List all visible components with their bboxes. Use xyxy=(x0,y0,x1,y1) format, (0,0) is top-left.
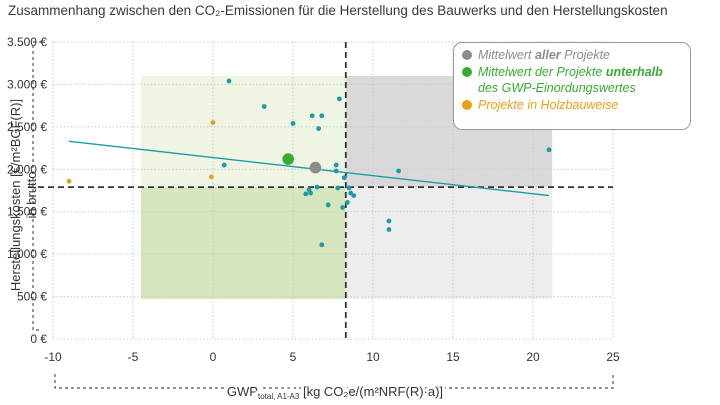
legend-label: Mittelwert der Projekte unterhalb des GW… xyxy=(478,65,663,95)
legend-dot-gray xyxy=(462,50,472,60)
data-point-project xyxy=(335,185,341,191)
legend-label: Mittelwert aller Projekte xyxy=(478,48,611,62)
data-point-project xyxy=(290,121,296,126)
data-point-project xyxy=(325,202,331,208)
y-tick-label: 2.500 € xyxy=(7,120,47,134)
x-tick-label: 10 xyxy=(366,350,380,364)
x-tick-label: 20 xyxy=(526,350,540,364)
data-point-project xyxy=(386,218,392,224)
data-point-timber xyxy=(210,120,216,126)
y-tick-label: 0 € xyxy=(30,332,47,346)
data-point-project xyxy=(319,113,325,119)
data-point-project xyxy=(340,205,345,210)
y-tick-label: 1.000 € xyxy=(7,247,47,261)
data-point-project xyxy=(221,162,227,168)
legend-item-below-mean: Mittelwert der Projekte unterhalb des GW… xyxy=(462,64,682,96)
data-point-project xyxy=(348,190,353,196)
legend-item-all-mean: Mittelwert aller Projekte xyxy=(462,47,682,63)
y-tick-label: 2.000 € xyxy=(7,162,47,176)
x-tick-label: -5 xyxy=(128,350,139,364)
data-point-project xyxy=(314,184,320,190)
data-point-project xyxy=(396,168,401,174)
data-point-project xyxy=(351,193,357,198)
data-point-project xyxy=(386,227,392,232)
y-tick-label: 500 € xyxy=(17,290,47,304)
y-tick-label: 3.500 € xyxy=(7,35,47,49)
x-axis-label: GWPtotal, A1-A3 [kg CO₂e/(m²NRF(R)·a)] xyxy=(227,384,443,401)
data-point-project xyxy=(345,199,350,205)
data-point-project xyxy=(333,168,339,174)
zone-lightgray xyxy=(345,187,553,300)
data-point-project xyxy=(319,242,325,248)
x-axis-bracket xyxy=(54,374,614,389)
data-point-timber xyxy=(209,174,214,180)
data-point-project xyxy=(337,96,342,102)
data-point-project xyxy=(333,162,339,168)
data-point-timber xyxy=(66,178,72,184)
zone-green xyxy=(141,187,346,300)
data-point-project xyxy=(308,190,313,196)
data-point-project xyxy=(303,191,309,197)
x-tick-label: 25 xyxy=(606,350,620,364)
y-tick-label: 1.500 € xyxy=(7,205,47,219)
legend-item-timber: Projekte in Holzbauweise xyxy=(462,97,682,113)
data-point-project xyxy=(346,185,352,191)
y-axis-bracket xyxy=(32,41,42,331)
data-point-project xyxy=(309,113,315,119)
chart-title: Zusammenhang zwischen den CO₂-Emissionen… xyxy=(8,3,668,18)
y-axis-label: Herstellungskosten [€/m²BGF(R)] xyxy=(8,99,23,291)
legend-label: Projekte in Holzbauweise xyxy=(478,98,619,112)
x-tick-label: 5 xyxy=(290,350,297,364)
trendline xyxy=(68,140,550,197)
x-tick-label: -10 xyxy=(44,350,62,364)
y-tick-label: 3.000 € xyxy=(7,77,47,91)
legend-dot-green xyxy=(462,67,472,77)
data-point-project xyxy=(261,104,267,109)
x-tick-label: 0 xyxy=(210,350,217,364)
legend-dot-orange xyxy=(462,100,472,110)
data-point-project xyxy=(546,147,552,153)
x-tick-label: 15 xyxy=(446,350,460,364)
data-point-mean-all xyxy=(309,161,322,174)
data-point-project xyxy=(226,78,232,84)
data-point-project xyxy=(341,175,347,181)
legend: Mittelwert aller Projekte Mittelwert der… xyxy=(453,42,691,130)
data-point-mean-below xyxy=(282,153,295,165)
y-axis-label-2: in brutto xyxy=(24,172,39,219)
data-point-project xyxy=(316,126,321,131)
